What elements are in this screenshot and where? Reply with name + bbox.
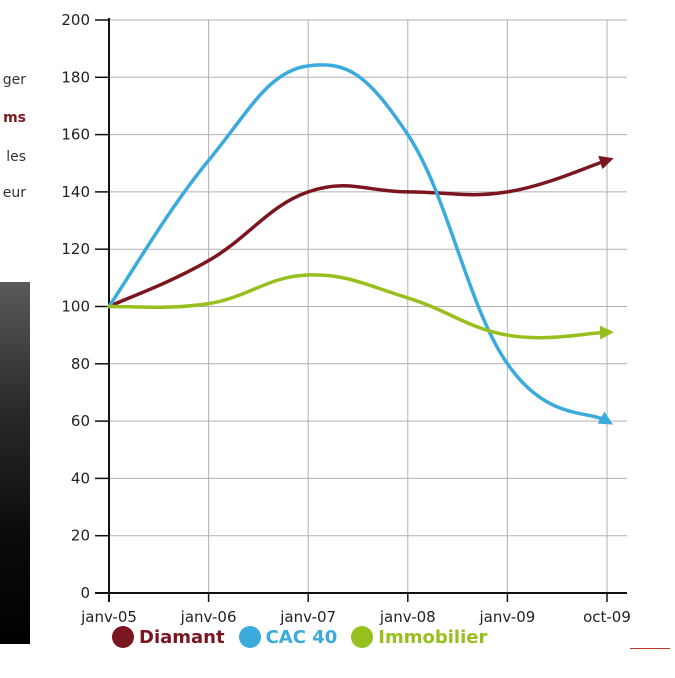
x-tick-label: janv-06: [180, 608, 237, 626]
legend-label: Immobilier: [378, 626, 488, 648]
y-tick-label: 140: [61, 183, 90, 201]
y-tick-label: 40: [71, 469, 90, 487]
y-tick-label: 100: [61, 298, 90, 316]
y-tick-label: 120: [61, 240, 90, 258]
y-tick-label: 60: [71, 412, 90, 430]
legend-dot-icon: [112, 626, 134, 648]
x-tick-label: janv-09: [478, 608, 535, 626]
side-text-line: ms: [3, 110, 26, 126]
y-tick-label: 0: [80, 584, 90, 602]
y-tick-label: 160: [61, 126, 90, 144]
x-tick-label: janv-07: [279, 608, 336, 626]
legend-item: Immobilier: [351, 626, 487, 648]
legend-label: Diamant: [139, 626, 225, 648]
x-tick-label: oct-09: [583, 608, 631, 626]
y-tick-label: 180: [61, 68, 90, 86]
side-text-line: les: [6, 149, 26, 165]
side-text-line: eur: [2, 185, 26, 201]
series-line-diamant: [107, 155, 614, 309]
series-line-cac-40: [107, 63, 614, 425]
y-tick-label: 200: [61, 11, 90, 29]
x-tick-label: janv-05: [80, 608, 137, 626]
x-tick-label: janv-08: [379, 608, 436, 626]
legend-label: CAC 40: [265, 626, 338, 648]
legend-item: CAC 40: [238, 626, 338, 648]
legend-dot-icon: [238, 626, 261, 648]
y-tick-label: 80: [71, 355, 90, 373]
side-text-line: ger: [2, 72, 26, 88]
y-tick-label: 20: [71, 527, 90, 545]
legend-dot-icon: [351, 626, 374, 648]
series-line-immobilier: [107, 273, 614, 340]
chart-legend: Diamant CAC 40 Immobilier: [112, 622, 501, 652]
dark-side-panel: [0, 282, 30, 644]
corner-rule: [630, 648, 670, 649]
legend-item: Diamant: [112, 626, 225, 648]
